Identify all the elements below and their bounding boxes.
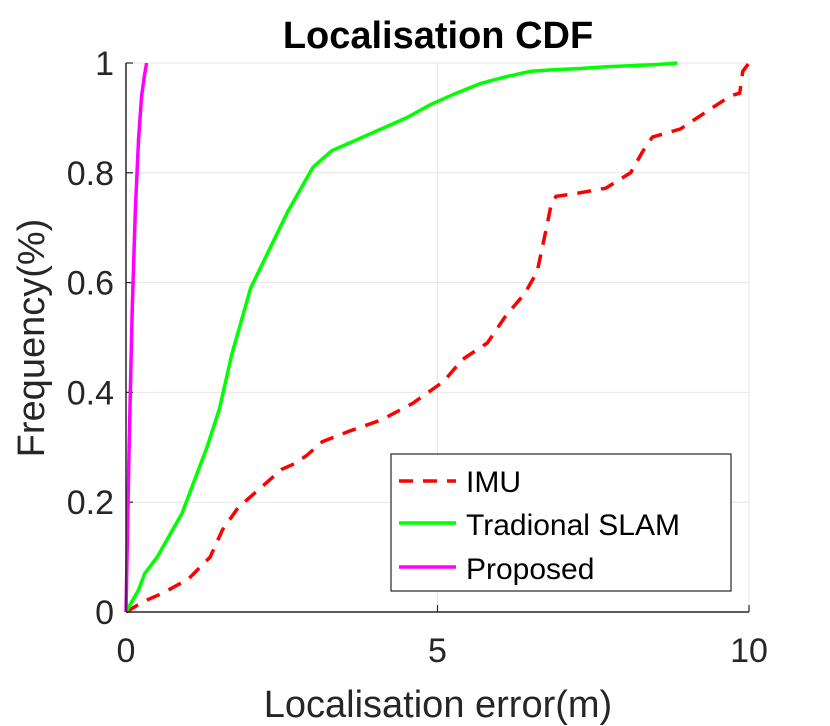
legend-label-traditional-slam: Tradional SLAM: [466, 509, 680, 542]
series-line-proposed: [124, 62, 149, 613]
x-tick-label: 5: [428, 632, 447, 670]
y-tick-label: 0.2: [67, 484, 114, 522]
y-axis-label: Frequency(%): [11, 219, 53, 458]
x-tick-label: 0: [117, 632, 136, 670]
legend-label-proposed: Proposed: [466, 553, 594, 586]
y-tick-label: 0.8: [67, 155, 114, 193]
legend-label-imu: IMU: [466, 466, 521, 499]
series-group: [124, 61, 751, 614]
x-axis-label: Localisation error(m): [264, 684, 612, 726]
tick-labels: 0 5 10 0 0.2 0.4 0.6 0.8 1: [67, 45, 768, 670]
y-tick-label: 0.6: [67, 265, 114, 303]
x-tick-label: 10: [730, 632, 768, 670]
series-line-imu: [125, 61, 751, 614]
y-tick-label: 0: [95, 594, 114, 632]
series-line-tradional-slam: [124, 61, 678, 613]
y-tick-label: 1: [95, 45, 114, 83]
legend: IMU Tradional SLAM Proposed: [390, 453, 732, 592]
chart-title: Localisation CDF: [283, 15, 593, 57]
y-tick-label: 0.4: [67, 374, 114, 412]
